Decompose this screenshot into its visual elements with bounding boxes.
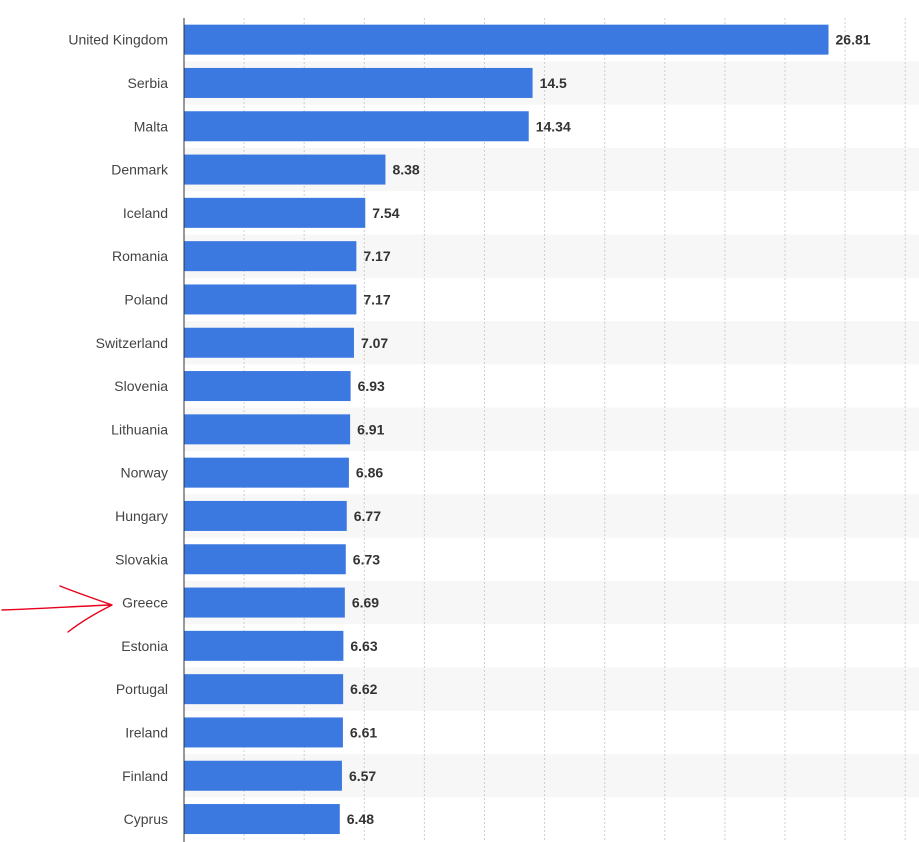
- value-label: 6.86: [356, 465, 383, 481]
- value-label: 6.93: [358, 378, 385, 394]
- value-label: 14.5: [540, 75, 567, 91]
- value-label: 8.38: [392, 162, 419, 178]
- value-labels: 26.81 14.5 14.34 8.38 7.54 7.17 7.17 7.07 6.93 6.…: [347, 32, 871, 827]
- value-label: 7.07: [361, 335, 388, 351]
- category-labels: United Kingdom Serbia Malta Denmark Iceland R…: [68, 32, 169, 827]
- bar-switzerland[interactable]: [184, 327, 354, 358]
- category-label: Poland: [124, 291, 168, 307]
- bar-iceland[interactable]: [184, 197, 366, 228]
- bar-ireland[interactable]: [184, 717, 343, 748]
- bar-norway[interactable]: [184, 457, 349, 488]
- value-label: 26.81: [836, 32, 871, 48]
- category-label: Greece: [122, 595, 168, 611]
- value-label: 14.34: [536, 118, 571, 134]
- bar-finland[interactable]: [184, 760, 342, 791]
- value-label: 6.61: [350, 724, 377, 740]
- value-label: 6.69: [352, 595, 379, 611]
- bar-malta[interactable]: [184, 111, 529, 142]
- category-label: United Kingdom: [68, 32, 168, 48]
- category-label: Serbia: [128, 75, 169, 91]
- category-label: Cyprus: [124, 811, 168, 827]
- category-label: Switzerland: [96, 335, 168, 351]
- bar-slovakia[interactable]: [184, 544, 346, 575]
- bar-hungary[interactable]: [184, 500, 347, 531]
- bar-poland[interactable]: [184, 284, 357, 315]
- bar-lithuania[interactable]: [184, 414, 351, 445]
- category-label: Lithuania: [111, 421, 168, 437]
- category-label: Slovakia: [115, 551, 168, 567]
- value-label: 6.48: [347, 811, 374, 827]
- bar-serbia[interactable]: [184, 67, 533, 98]
- category-label: Hungary: [115, 508, 168, 524]
- bar-slovenia[interactable]: [184, 371, 351, 402]
- value-label: 6.57: [349, 768, 376, 784]
- category-label: Finland: [122, 768, 168, 784]
- bar-estonia[interactable]: [184, 630, 344, 661]
- bar-cyprus[interactable]: [184, 804, 340, 835]
- bar-romania[interactable]: [184, 241, 357, 272]
- value-label: 6.91: [357, 421, 384, 437]
- bar-portugal[interactable]: [184, 674, 344, 705]
- value-label: 6.62: [350, 681, 377, 697]
- value-label: 6.63: [350, 638, 377, 654]
- bars: [184, 24, 829, 835]
- category-label: Portugal: [116, 681, 168, 697]
- value-label: 7.54: [372, 205, 399, 221]
- value-label: 7.17: [363, 291, 390, 307]
- greece-arrow-annotation: [1, 585, 113, 633]
- category-label: Norway: [121, 465, 168, 481]
- value-label: 6.73: [353, 551, 380, 567]
- category-label: Denmark: [111, 162, 169, 178]
- bar-united-kingdom[interactable]: [184, 24, 829, 55]
- category-label: Estonia: [121, 638, 168, 654]
- category-label: Iceland: [123, 205, 168, 221]
- category-label: Malta: [134, 118, 168, 134]
- bar-denmark[interactable]: [184, 154, 386, 185]
- value-label: 7.17: [363, 248, 390, 264]
- category-label: Ireland: [125, 724, 168, 740]
- value-label: 6.77: [354, 508, 381, 524]
- category-label: Romania: [112, 248, 168, 264]
- bar-greece[interactable]: [184, 587, 345, 618]
- category-label: Slovenia: [114, 378, 168, 394]
